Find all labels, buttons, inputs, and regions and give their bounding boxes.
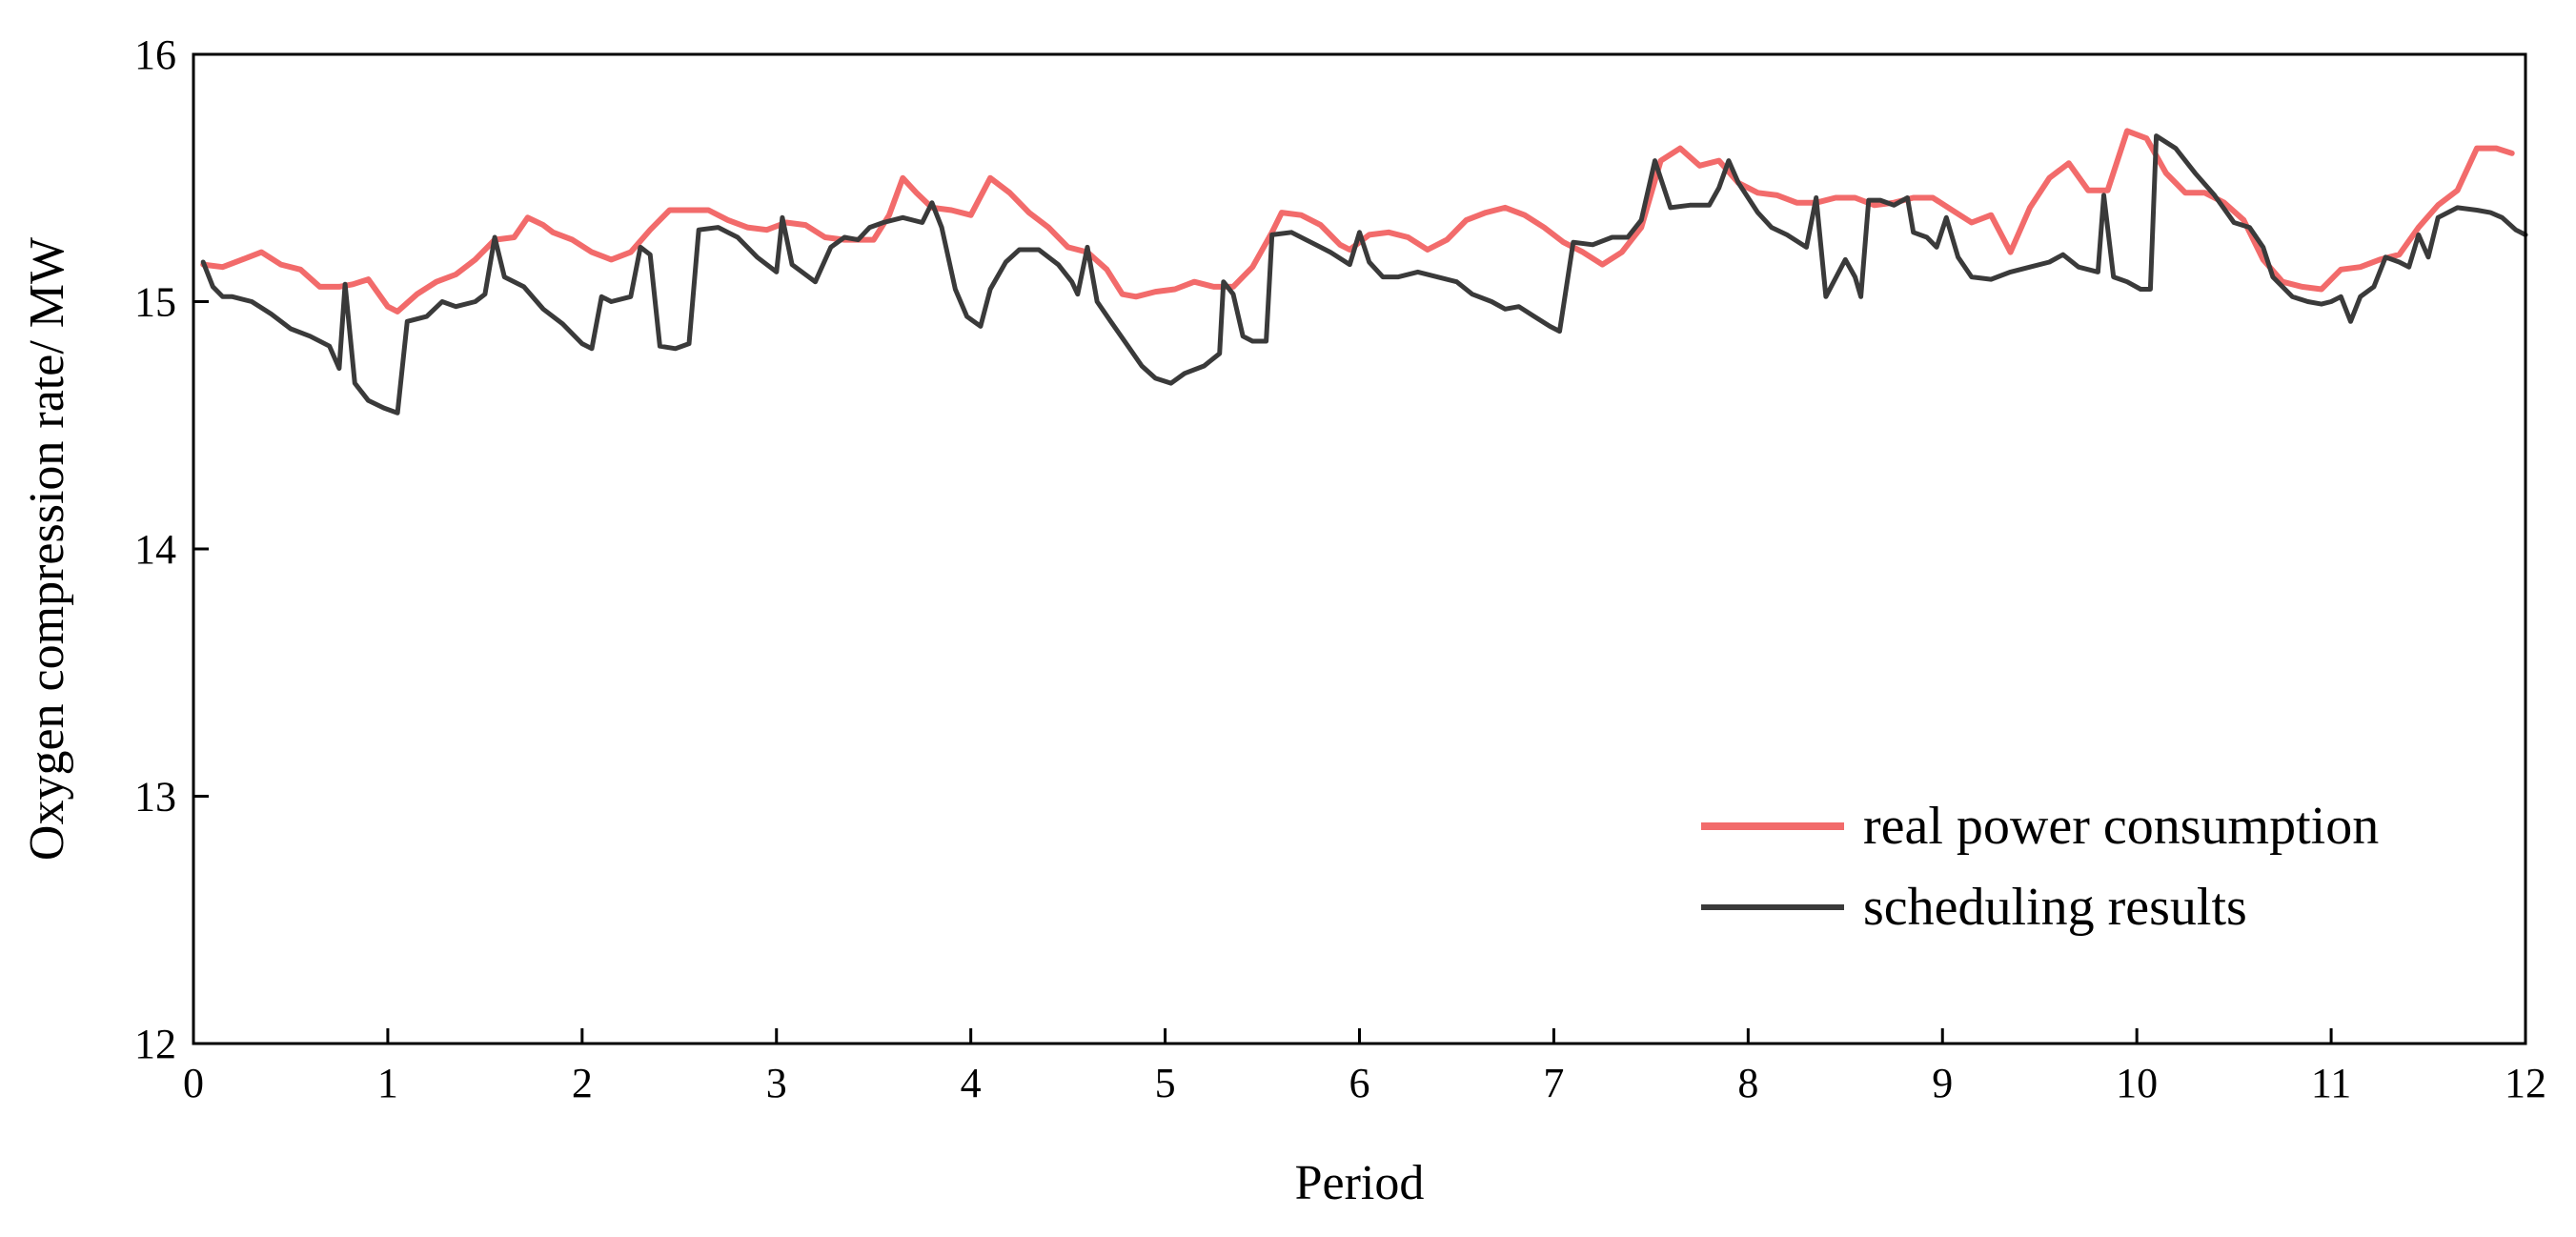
x-tick-label: 2 [572,1060,593,1106]
x-tick-label: 12 [2505,1060,2546,1106]
y-axis-title: Oxygen compression rate/ MW [20,237,74,861]
x-tick-label: 7 [1543,1060,1564,1106]
y-tick-label: 12 [134,1021,176,1067]
x-axis-title: Period [1295,1156,1425,1210]
y-tick-label: 13 [134,774,176,821]
y-tick-label: 15 [134,279,176,326]
x-tick-label: 4 [961,1060,982,1106]
x-tick-label: 8 [1737,1060,1758,1106]
series-line-scheduling [200,133,2528,416]
y-tick-label: 14 [134,526,176,573]
series-line-real-power [200,128,2515,314]
x-tick-label: 1 [377,1060,398,1106]
x-tick-label: 11 [2311,1060,2351,1106]
x-tick-label: 6 [1349,1060,1370,1106]
legend: real power consumption scheduling result… [1701,797,2379,937]
y-tick-label: 16 [134,31,176,78]
series-layer [200,128,2528,416]
legend-label-scheduling: scheduling results [1863,878,2247,937]
legend-label-real-power: real power consumption [1863,797,2379,856]
x-tick-label: 9 [1932,1060,1953,1106]
x-tick-label: 3 [766,1060,787,1106]
x-tick-label: 5 [1155,1060,1176,1106]
x-tick-label: 0 [183,1060,204,1106]
x-tick-label: 10 [2116,1060,2158,1106]
